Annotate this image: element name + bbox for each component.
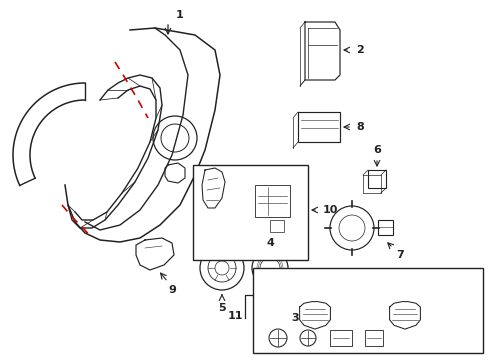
Bar bbox=[252, 268, 482, 353]
Text: 4: 4 bbox=[265, 238, 273, 248]
Bar bbox=[377, 220, 392, 235]
Text: 11: 11 bbox=[227, 311, 242, 321]
Bar bbox=[193, 165, 307, 260]
Text: 6: 6 bbox=[372, 145, 380, 155]
Text: 10: 10 bbox=[322, 205, 337, 215]
Bar bbox=[329, 330, 351, 346]
Bar bbox=[254, 185, 289, 217]
Bar bbox=[364, 330, 382, 346]
Bar bbox=[269, 220, 284, 232]
Text: 3: 3 bbox=[290, 313, 298, 323]
Bar bbox=[297, 112, 339, 142]
Text: 8: 8 bbox=[355, 122, 363, 132]
Text: 2: 2 bbox=[355, 45, 363, 55]
Text: 9: 9 bbox=[168, 285, 176, 295]
Text: 5: 5 bbox=[218, 303, 225, 313]
Text: 7: 7 bbox=[395, 250, 403, 260]
Text: 1: 1 bbox=[176, 10, 183, 20]
Bar bbox=[367, 170, 385, 188]
